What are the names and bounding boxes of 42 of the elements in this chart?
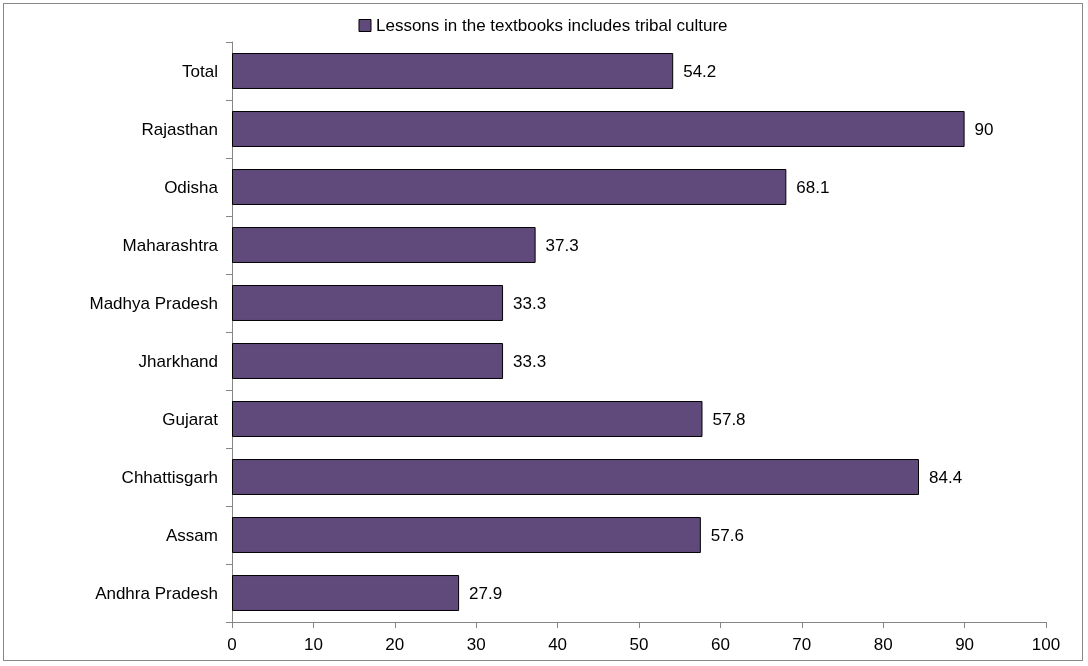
bar [232,285,504,321]
bar [232,227,536,263]
x-tick-label: 100 [1031,635,1061,654]
bar [232,169,787,205]
data-label: 33.3 [513,351,547,371]
x-tick-label: 90 [955,635,975,654]
y-tick-label: Maharashtra [122,235,219,255]
data-label: 27.9 [469,583,503,603]
bar [232,111,965,147]
y-tick-label: Odisha [164,177,219,197]
x-tick-label: 30 [466,635,486,654]
x-tick-label: 0 [227,635,237,654]
x-tick-label: 70 [792,635,812,654]
legend-label: Lessons in the textbooks includes tribal culture [375,16,728,35]
bar [232,401,703,437]
x-tick-label: 60 [710,635,730,654]
bar [232,575,460,611]
bar [232,343,504,379]
y-tick-label: Total [182,61,218,81]
bar [232,459,920,495]
x-tick-label: 20 [385,635,405,654]
y-tick-label: Jharkhand [138,351,218,371]
y-tick-label: Rajasthan [141,119,218,139]
data-label: 37.3 [545,235,579,255]
data-label: 57.8 [712,409,746,429]
x-tick-label: 40 [548,635,568,654]
bar [232,517,701,553]
data-label: 54.2 [683,61,717,81]
data-label: 68.1 [796,177,830,197]
y-tick-label: Gujarat [162,409,219,429]
data-label: 90 [974,119,994,139]
y-tick-label: Madhya Pradesh [89,293,218,313]
data-label: 57.6 [710,525,744,545]
x-tick-label: 50 [629,635,649,654]
y-tick-label: Chhattisgarh [121,467,218,487]
x-tick-label: 10 [303,635,323,654]
y-tick-label: Andhra Pradesh [95,583,218,603]
data-label: 84.4 [929,467,963,487]
bar [232,53,674,89]
y-tick-label: Assam [166,525,218,545]
x-tick-label: 80 [873,635,893,654]
data-label: 33.3 [513,293,547,313]
